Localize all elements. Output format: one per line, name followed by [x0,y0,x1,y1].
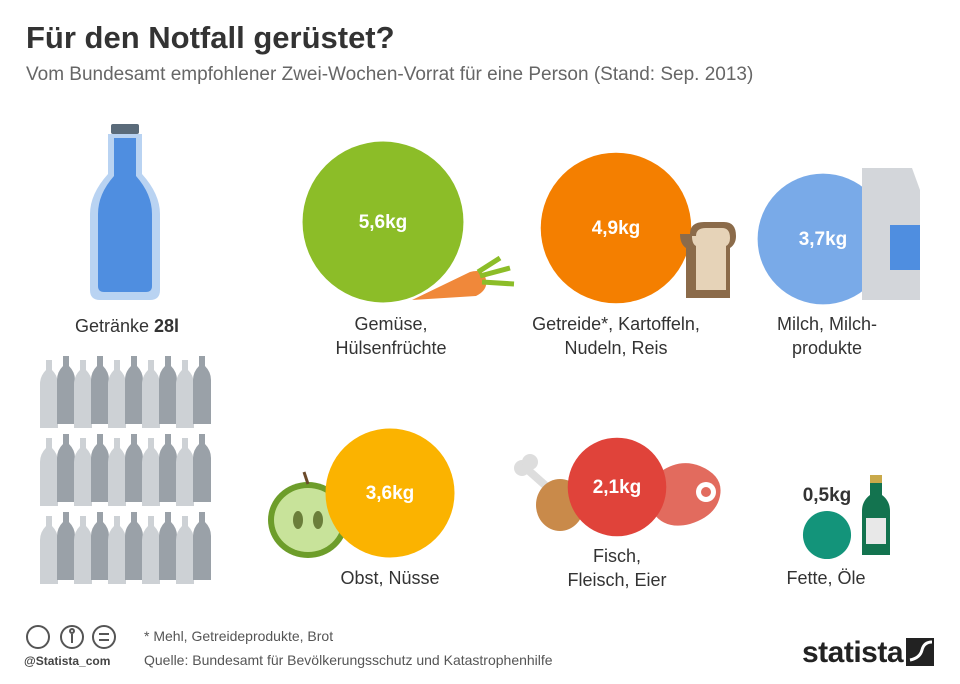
bottle-icon [90,124,160,300]
small-bottle [40,360,58,428]
small-bottle [159,356,177,424]
subtitle: Vom Bundesamt empfohlener Zwei-Wochen-Vo… [26,64,754,85]
bread-icon [680,222,736,298]
small-bottle [142,516,160,584]
value-label: 3,6kg [366,483,415,504]
small-bottle [176,360,194,428]
logo: statista [802,636,904,669]
small-bottle [193,434,211,502]
small-bottle [74,438,92,506]
small-bottle [176,438,194,506]
small-bottle [40,516,58,584]
small-bottle [57,356,75,424]
bubble [302,141,464,303]
small-bottle [142,438,160,506]
small-bottle [176,516,194,584]
drinks-label: Getränke 28l [75,314,179,338]
category-label: Obst, Nüsse [340,568,440,588]
small-bottle [125,356,143,424]
category-label: Getreide*, Kartoffeln, Nudeln, Reis [532,314,700,358]
bubble [540,152,692,304]
bubble [567,437,667,537]
category-label: Fisch, Fleisch, Eier [567,546,667,590]
value-label: 4,9kg [592,218,641,239]
carrot-icon [412,255,515,300]
small-bottle [125,434,143,502]
small-bottle [193,356,211,424]
handle: @Statista_com [24,654,111,668]
bubble [802,510,852,560]
small-bottle [125,512,143,580]
category-label: Gemüse, Hülsenfrüchte [335,314,447,358]
bottle-crates [40,356,211,584]
small-bottle [91,512,109,580]
footnote: * Mehl, Getreideprodukte, Brot [144,628,334,644]
license-icons [26,625,116,649]
meat-icons [514,454,721,531]
small-bottle [91,434,109,502]
drinks-name: Getränke [74,316,149,336]
value-label: 5,6kg [359,212,408,233]
milk-icon [862,168,920,300]
category-label: Fette, Öle [786,568,866,588]
small-bottle [108,360,126,428]
title: Für den Notfall gerüstet? [26,20,395,55]
small-bottle [159,512,177,580]
small-bottle [193,512,211,580]
value-label: 3,7kg [799,229,848,250]
small-bottle [142,360,160,428]
category-label: Milch, Milch- produkte [776,314,878,358]
small-bottle [57,434,75,502]
drinks-amount: 28l [154,316,180,336]
small-bottle [159,434,177,502]
small-bottle [108,516,126,584]
bubble [325,428,455,558]
bubble [757,173,889,305]
value-label: 0,5kg [803,485,852,506]
value-label: 2,1kg [593,477,642,498]
small-bottle [74,516,92,584]
small-bottle [74,360,92,428]
oil-icon [862,475,890,555]
small-bottle [40,438,58,506]
source: Quelle: Bundesamt für Bevölkerungsschutz… [144,652,553,668]
small-bottle [108,438,126,506]
small-bottle [57,512,75,580]
small-bottle [91,356,109,424]
logo-mark [906,638,934,666]
